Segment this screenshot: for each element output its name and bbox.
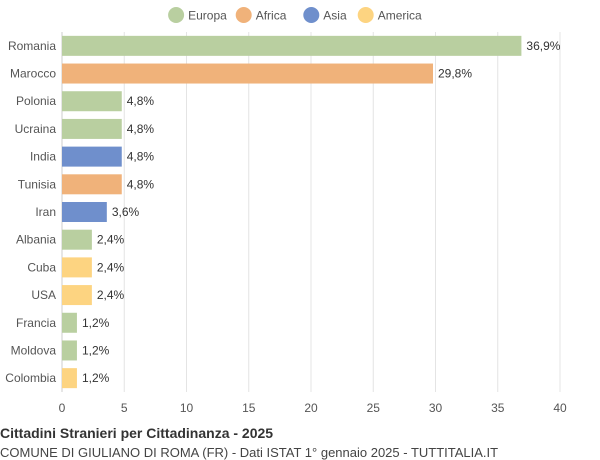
bar	[62, 368, 77, 389]
chart-title: Cittadini Stranieri per Cittadinanza - 2…	[0, 425, 274, 441]
legend-label: Europa	[188, 9, 227, 23]
bar	[62, 35, 522, 56]
bar	[62, 285, 92, 306]
bar	[62, 229, 92, 250]
x-tick-label: 25	[367, 401, 381, 415]
x-tick-label: 5	[121, 401, 128, 415]
category-label: Colombia	[5, 371, 56, 385]
category-label: Moldova	[11, 343, 57, 357]
x-tick-label: 30	[429, 401, 443, 415]
data-label: 4,8%	[127, 150, 155, 164]
chart-subtitle: COMUNE DI GIULIANO DI ROMA (FR) - Dati I…	[0, 445, 499, 460]
x-tick-label: 35	[491, 401, 505, 415]
bar	[62, 340, 77, 361]
x-tick-label: 40	[553, 401, 567, 415]
bar	[62, 146, 122, 167]
legend-label: Asia	[323, 9, 347, 23]
x-tick-label: 15	[242, 401, 256, 415]
category-label: Cuba	[27, 260, 56, 274]
category-label: Marocco	[10, 67, 56, 81]
data-label: 1,2%	[82, 316, 110, 330]
legend-swatch	[357, 7, 374, 23]
legend-label: Africa	[256, 9, 287, 23]
bar	[62, 312, 77, 333]
legend-swatch	[168, 7, 185, 23]
legend-swatch	[303, 7, 320, 23]
bar	[62, 257, 92, 278]
legend-label: America	[378, 9, 422, 23]
bar	[62, 118, 122, 139]
data-label: 36,9%	[526, 39, 560, 53]
category-label: Tunisia	[18, 177, 57, 191]
data-label: 4,8%	[127, 122, 155, 136]
data-label: 2,4%	[97, 288, 125, 302]
data-label: 3,6%	[112, 205, 140, 219]
data-label: 4,8%	[127, 94, 155, 108]
bar-chart: 0 5 10 15 20 25 30 35 40 Romania 36,9% Marocco 29,8%…	[5, 7, 567, 415]
category-label: USA	[31, 288, 56, 302]
category-label: Francia	[16, 316, 56, 330]
x-tick-label: 0	[59, 401, 66, 415]
data-label: 2,4%	[97, 233, 125, 247]
data-label: 2,4%	[97, 260, 125, 274]
category-label: Ucraina	[15, 122, 57, 136]
category-label: Polonia	[16, 94, 56, 108]
data-label: 1,2%	[82, 371, 110, 385]
bar	[62, 202, 107, 222]
bar	[62, 174, 122, 195]
x-tick-label: 10	[180, 401, 194, 415]
bar	[62, 91, 122, 112]
data-label: 4,8%	[127, 177, 155, 191]
x-tick-label: 20	[304, 401, 318, 415]
category-label: Albania	[16, 233, 56, 247]
category-label: Romania	[8, 39, 56, 53]
bar	[62, 63, 434, 84]
data-label: 29,8%	[438, 67, 472, 81]
category-label: India	[30, 150, 56, 164]
category-label: Iran	[35, 205, 56, 219]
data-label: 1,2%	[82, 343, 110, 357]
legend-swatch	[235, 7, 252, 23]
